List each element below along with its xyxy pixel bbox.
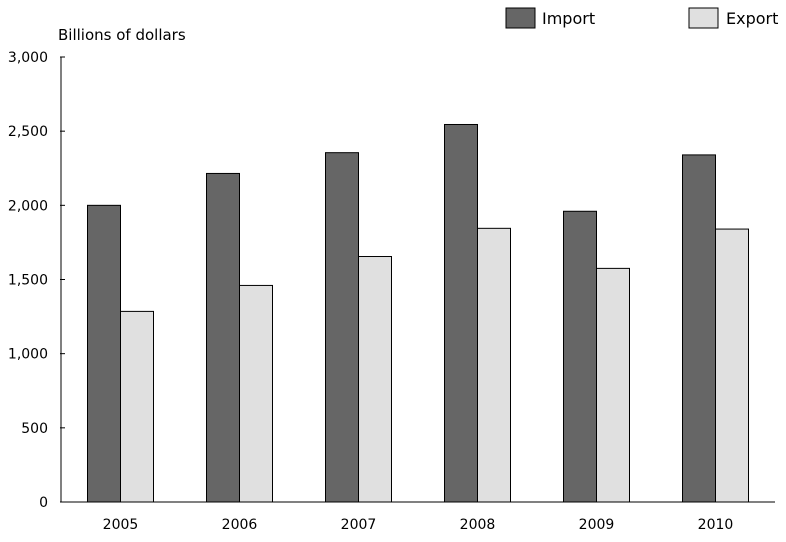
y-tick-label: 500 <box>21 421 48 437</box>
x-tick-label: 2008 <box>460 517 496 533</box>
y-axis: 0 500 1,000 1,500 2,000 2,500 3,000 <box>8 50 65 511</box>
x-tick-label: 2007 <box>341 517 377 533</box>
bar-import-2010 <box>682 154 716 503</box>
bar-import-2006 <box>206 172 240 503</box>
bar-export-2008 <box>477 227 511 503</box>
bar-import-2007 <box>325 152 359 503</box>
legend-swatch-export <box>688 7 719 29</box>
x-axis: 2005 2006 2007 2008 2009 2010 <box>61 501 775 533</box>
x-tick-label: 2006 <box>222 517 258 533</box>
bar-export-2006 <box>239 284 273 503</box>
y-tick-label: 2,500 <box>8 124 48 140</box>
bar-import-2005 <box>87 204 121 503</box>
legend-swatch-import <box>505 7 536 29</box>
bar-export-2010 <box>715 228 749 503</box>
bars <box>87 123 749 503</box>
legend-label-import: Import <box>542 9 595 28</box>
y-tick-label: 1,500 <box>8 273 48 289</box>
legend: Import Export <box>505 7 778 29</box>
y-tick-label: 0 <box>39 495 48 511</box>
y-axis-title: Billions of dollars <box>58 26 186 44</box>
y-tick-label: 3,000 <box>8 50 48 66</box>
x-tick-label: 2005 <box>103 517 139 533</box>
y-tick-label: 1,000 <box>8 347 48 363</box>
bar-export-2009 <box>596 267 630 503</box>
y-tick-label: 2,000 <box>8 198 48 214</box>
x-tick-label: 2009 <box>579 517 615 533</box>
x-tick-label: 2010 <box>698 517 734 533</box>
bar-export-2007 <box>358 256 392 503</box>
bar-export-2005 <box>120 310 154 503</box>
legend-label-export: Export <box>726 9 778 28</box>
bar-import-2009 <box>563 210 597 503</box>
bar-import-2008 <box>444 123 478 503</box>
